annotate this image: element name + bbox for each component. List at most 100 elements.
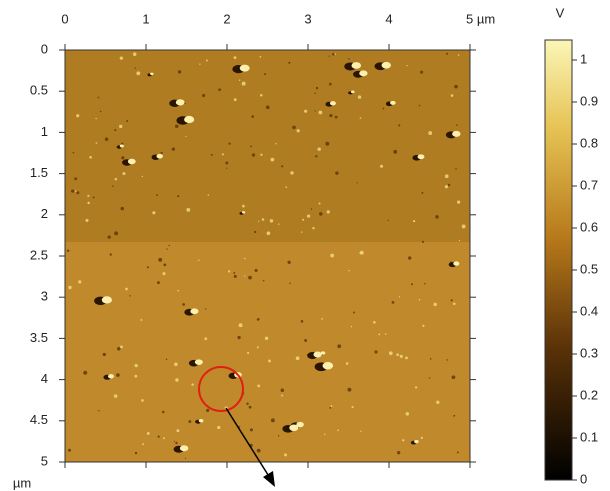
- surface-dot: [348, 58, 350, 60]
- surface-dot: [121, 156, 125, 160]
- surface-particle-light: [351, 62, 362, 69]
- surface-dot: [330, 405, 333, 407]
- surface-particle-light: [241, 211, 246, 214]
- y-tick-label: 0: [41, 41, 48, 56]
- surface-dot: [244, 275, 246, 277]
- surface-dot: [238, 79, 241, 82]
- colorbar-tick-label: 0.9: [580, 93, 598, 108]
- surface-dot: [262, 279, 265, 282]
- surface-dot: [99, 110, 102, 113]
- surface-dot: [319, 212, 323, 216]
- surface-dot: [97, 96, 100, 99]
- surface-particle-light: [322, 361, 334, 370]
- y-tick-label: 1.5: [30, 165, 48, 180]
- surface-dot: [436, 400, 440, 404]
- surface-dot: [422, 324, 425, 327]
- surface-dot: [87, 201, 90, 205]
- surface-dot: [260, 153, 263, 156]
- surface-dot: [337, 429, 339, 432]
- surface-dot: [238, 323, 243, 328]
- surface-dot: [453, 414, 456, 417]
- surface-dot: [248, 275, 252, 280]
- x-tick-label: 5 µm: [466, 11, 495, 26]
- surface-dot: [225, 161, 229, 165]
- surface-dot: [391, 301, 395, 304]
- surface-dot: [396, 451, 401, 455]
- surface-dot: [256, 318, 260, 321]
- surface-dot: [350, 325, 353, 328]
- surface-dot: [280, 388, 285, 393]
- surface-dot: [168, 244, 170, 247]
- surface-dot: [288, 61, 291, 64]
- surface-dot: [141, 399, 144, 402]
- surface-dot: [347, 387, 352, 392]
- surface-dot: [146, 432, 150, 435]
- surface-dot: [120, 206, 124, 211]
- surface-dot: [421, 191, 424, 194]
- surface-dot: [107, 235, 111, 239]
- surface-dot: [277, 223, 280, 225]
- surface-dot: [210, 153, 213, 156]
- surface-dot: [188, 420, 192, 423]
- y-tick-label: 0.5: [30, 83, 48, 98]
- colorbar-tick-label: 0.3: [580, 345, 598, 360]
- surface-dot: [388, 351, 393, 356]
- surface-dot: [435, 215, 439, 219]
- surface-dot: [87, 194, 90, 197]
- surface-dot: [162, 272, 166, 276]
- surface-dot: [447, 183, 451, 187]
- surface-particle-light: [194, 359, 203, 365]
- colorbar-tick-label: 0.8: [580, 135, 598, 150]
- scan-bottom: [65, 242, 470, 462]
- surface-particle-light: [184, 115, 195, 124]
- surface-dot: [119, 56, 124, 60]
- surface-particle-light: [198, 419, 204, 423]
- surface-dot: [374, 350, 378, 354]
- surface-dot: [458, 239, 461, 242]
- surface-dot: [104, 137, 109, 141]
- surface-dot: [329, 406, 332, 409]
- surface-dot: [226, 167, 228, 169]
- surface-dot: [199, 63, 201, 65]
- surface-dot: [310, 208, 313, 210]
- surface-dot: [129, 295, 131, 297]
- surface-dot: [202, 93, 206, 98]
- surface-dot: [356, 182, 358, 184]
- surface-dot: [134, 451, 138, 455]
- surface-dot: [329, 114, 333, 118]
- surface-dot: [405, 412, 410, 416]
- surface-dot: [408, 256, 412, 260]
- surface-dot: [204, 337, 208, 341]
- surface-dot: [348, 269, 350, 272]
- surface-dot: [290, 171, 294, 175]
- surface-particle-light: [381, 61, 391, 69]
- surface-dot: [268, 359, 271, 363]
- surface-dot: [251, 115, 254, 118]
- surface-particle-light: [179, 445, 189, 452]
- surface-dot: [142, 443, 145, 446]
- surface-dot: [296, 129, 300, 133]
- surface-dot: [174, 124, 179, 129]
- surface-dot: [109, 253, 112, 256]
- surface-dot: [174, 362, 178, 367]
- surface-dot: [76, 191, 80, 195]
- surface-dot: [420, 436, 423, 440]
- surface-dot: [83, 370, 88, 375]
- surface-dot: [384, 333, 387, 335]
- surface-particle-light: [452, 130, 461, 137]
- surface-dot: [450, 299, 453, 302]
- surface-dot: [254, 230, 257, 234]
- surface-dot: [250, 145, 253, 148]
- surface-dot: [461, 224, 466, 229]
- surface-dot: [152, 211, 156, 215]
- surface-dot: [412, 220, 416, 223]
- surface-dot: [254, 268, 258, 272]
- surface-dot: [72, 151, 75, 154]
- surface-dot: [292, 125, 296, 130]
- surface-dot: [157, 435, 160, 438]
- surface-dot: [247, 351, 250, 355]
- surface-dot: [114, 231, 119, 236]
- surface-particle-light: [156, 153, 164, 159]
- surface-dot: [132, 52, 137, 56]
